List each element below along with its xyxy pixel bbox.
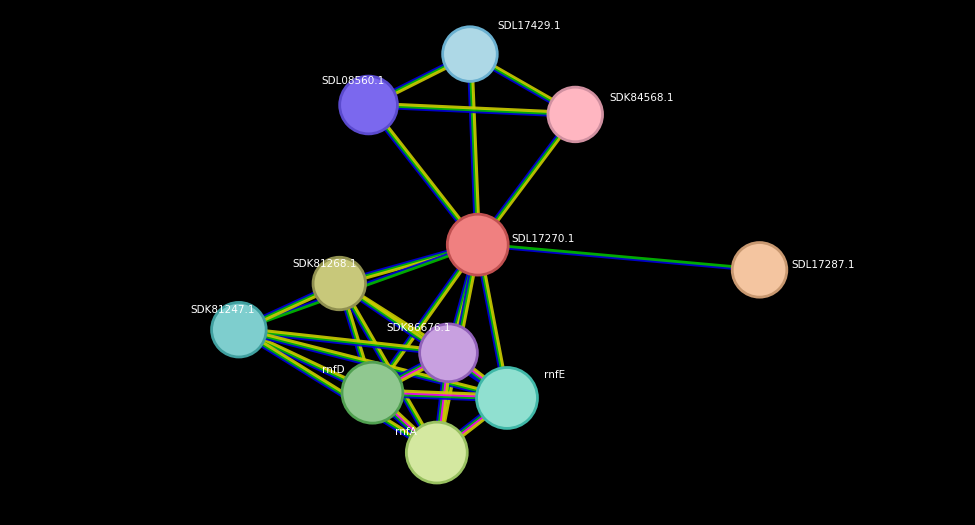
Ellipse shape: [548, 87, 603, 142]
Text: rnfD: rnfD: [322, 365, 344, 375]
Text: rnfE: rnfE: [544, 370, 566, 381]
Ellipse shape: [732, 243, 787, 297]
Ellipse shape: [212, 302, 266, 357]
Ellipse shape: [342, 362, 403, 423]
Text: SDL08560.1: SDL08560.1: [322, 76, 385, 87]
Ellipse shape: [448, 214, 508, 275]
Text: SDL17270.1: SDL17270.1: [512, 234, 575, 244]
Text: rnfA: rnfA: [395, 426, 416, 437]
Ellipse shape: [443, 27, 497, 81]
Text: SDK81247.1: SDK81247.1: [190, 304, 254, 315]
Ellipse shape: [339, 76, 398, 134]
Text: SDK86676.1: SDK86676.1: [386, 323, 450, 333]
Ellipse shape: [407, 422, 467, 483]
Ellipse shape: [419, 324, 478, 382]
Text: SDK81268.1: SDK81268.1: [292, 258, 357, 269]
Ellipse shape: [313, 257, 366, 310]
Text: SDL17287.1: SDL17287.1: [792, 260, 855, 270]
Text: SDL17429.1: SDL17429.1: [497, 21, 561, 32]
Text: SDK84568.1: SDK84568.1: [609, 93, 674, 103]
Ellipse shape: [477, 368, 537, 428]
